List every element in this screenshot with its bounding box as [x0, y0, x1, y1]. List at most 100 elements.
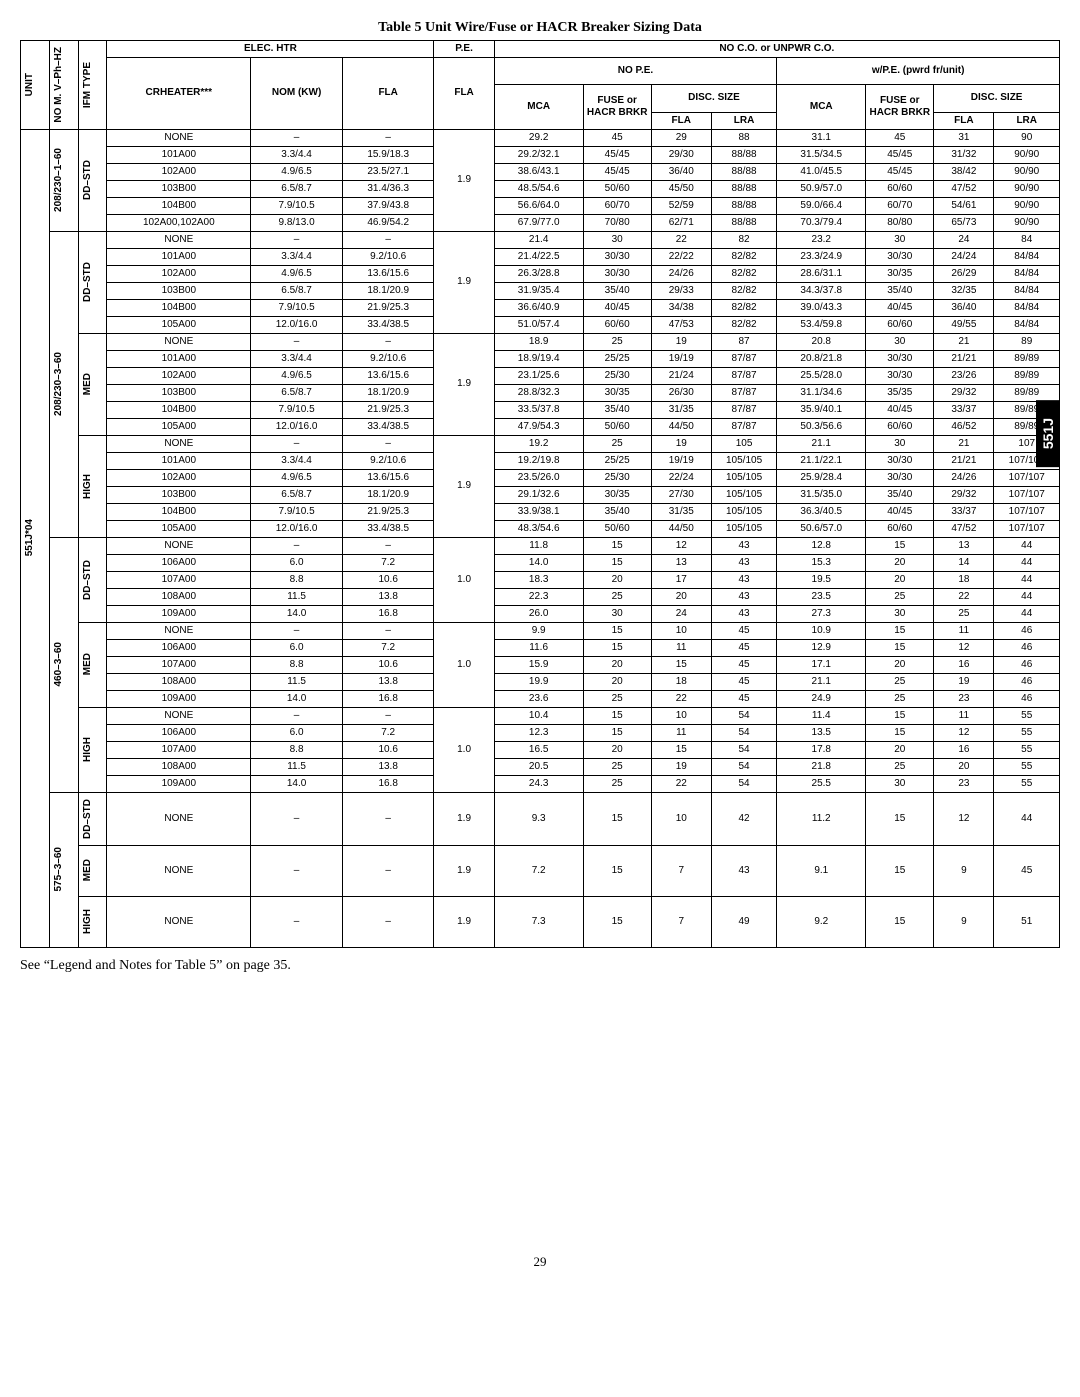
data-cell: 18.1/20.9	[342, 282, 434, 299]
data-cell: 29.1/32.6	[494, 486, 583, 503]
data-cell: 7	[651, 845, 711, 896]
data-cell: 45/45	[583, 163, 651, 180]
data-cell: 20	[583, 571, 651, 588]
data-cell: 24.3	[494, 775, 583, 792]
data-cell: 3.3/4.4	[251, 248, 343, 265]
data-cell: 109A00	[107, 605, 251, 622]
pe-cell: 1.0	[434, 537, 494, 622]
data-cell: 9.2/10.6	[342, 248, 434, 265]
table-row: 101A003.3/4.415.9/18.329.2/32.145/4529/3…	[21, 146, 1060, 163]
data-cell: 22.3	[494, 588, 583, 605]
data-cell: 60/60	[866, 180, 934, 197]
table-row: 107A008.810.615.920154517.1201646	[21, 656, 1060, 673]
data-cell: 18.3	[494, 571, 583, 588]
data-cell: 50/60	[583, 180, 651, 197]
data-cell: 62/71	[651, 214, 711, 231]
data-cell: 102A00	[107, 265, 251, 282]
data-cell: –	[251, 129, 343, 146]
data-cell: 12	[934, 639, 994, 656]
table-row: 104B007.9/10.537.9/43.856.6/64.060/7052/…	[21, 197, 1060, 214]
data-cell: –	[342, 333, 434, 350]
data-cell: 15	[583, 707, 651, 724]
data-cell: 50/60	[583, 520, 651, 537]
table-row: 107A008.810.618.320174319.5201844	[21, 571, 1060, 588]
data-cell: 55	[994, 724, 1060, 741]
table-row: 104B007.9/10.521.9/25.336.6/40.940/4534/…	[21, 299, 1060, 316]
data-cell: 45/45	[866, 163, 934, 180]
table-row: 109A0014.016.823.625224524.9252346	[21, 690, 1060, 707]
data-cell: 15.9/18.3	[342, 146, 434, 163]
data-cell: 104B00	[107, 197, 251, 214]
data-cell: 33.9/38.1	[494, 503, 583, 520]
data-cell: 15	[583, 639, 651, 656]
data-cell: 19	[651, 333, 711, 350]
data-cell: 15	[866, 622, 934, 639]
table-row: 108A0011.513.822.325204323.5252244	[21, 588, 1060, 605]
hdr-fla2: FLA	[934, 112, 994, 129]
data-cell: 19/19	[651, 452, 711, 469]
data-cell: 82/82	[711, 316, 776, 333]
data-cell: 54	[711, 724, 776, 741]
data-cell: 88/88	[711, 197, 776, 214]
data-cell: 13.6/15.6	[342, 265, 434, 282]
data-cell: 44	[994, 588, 1060, 605]
data-cell: 11.5	[251, 673, 343, 690]
data-cell: 44	[994, 554, 1060, 571]
data-cell: 6.0	[251, 724, 343, 741]
data-cell: 29/32	[934, 384, 994, 401]
data-cell: NONE	[107, 129, 251, 146]
data-cell: 33.4/38.5	[342, 418, 434, 435]
data-cell: 30/30	[866, 452, 934, 469]
data-cell: 11.6	[494, 639, 583, 656]
data-cell: 49/55	[934, 316, 994, 333]
data-cell: 108A00	[107, 673, 251, 690]
page-number: 29	[20, 1254, 1060, 1270]
data-cell: NONE	[107, 792, 251, 845]
data-cell: 20.5	[494, 758, 583, 775]
data-cell: 105/105	[711, 469, 776, 486]
data-cell: 30/30	[866, 248, 934, 265]
data-cell: 60/60	[583, 316, 651, 333]
data-cell: 84/84	[994, 299, 1060, 316]
unit-label: 551J*04	[23, 515, 37, 560]
pe-cell: 1.9	[434, 792, 494, 845]
data-cell: 21/21	[934, 350, 994, 367]
table-row: 105A0012.0/16.033.4/38.551.0/57.460/6047…	[21, 316, 1060, 333]
hdr-fuse1: FUSE or HACR BRKR	[583, 85, 651, 129]
data-cell: 25	[866, 588, 934, 605]
data-cell: 17	[651, 571, 711, 588]
data-cell: –	[251, 845, 343, 896]
data-cell: 23	[934, 775, 994, 792]
ifm-label: DD–STD	[81, 258, 95, 306]
data-cell: 30/30	[583, 248, 651, 265]
data-cell: 10.4	[494, 707, 583, 724]
data-cell: 45	[711, 656, 776, 673]
pe-cell: 1.9	[434, 333, 494, 435]
data-cell: NONE	[107, 896, 251, 947]
data-cell: 45/45	[866, 146, 934, 163]
data-cell: 27/30	[651, 486, 711, 503]
data-cell: 67.9/77.0	[494, 214, 583, 231]
data-cell: 26.0	[494, 605, 583, 622]
data-cell: 54	[711, 758, 776, 775]
data-cell: 45/45	[583, 146, 651, 163]
pe-cell: 1.9	[434, 845, 494, 896]
data-cell: 21.8	[777, 758, 866, 775]
data-cell: 44	[994, 571, 1060, 588]
data-cell: 16	[934, 656, 994, 673]
ifm-label: DD–STD	[81, 795, 95, 843]
hdr-elec-htr: ELEC. HTR	[107, 41, 434, 58]
data-cell: 25	[866, 690, 934, 707]
data-cell: 24/24	[934, 248, 994, 265]
data-cell: 12.3	[494, 724, 583, 741]
data-cell: 45	[711, 622, 776, 639]
data-cell: 90/90	[994, 180, 1060, 197]
data-cell: 46	[994, 656, 1060, 673]
data-cell: –	[342, 792, 434, 845]
data-cell: 102A00	[107, 163, 251, 180]
data-cell: 35/40	[866, 282, 934, 299]
data-cell: –	[251, 707, 343, 724]
volt-label: 208/230–1–60	[52, 144, 66, 216]
data-cell: 107/107	[994, 486, 1060, 503]
data-cell: 87/87	[711, 418, 776, 435]
